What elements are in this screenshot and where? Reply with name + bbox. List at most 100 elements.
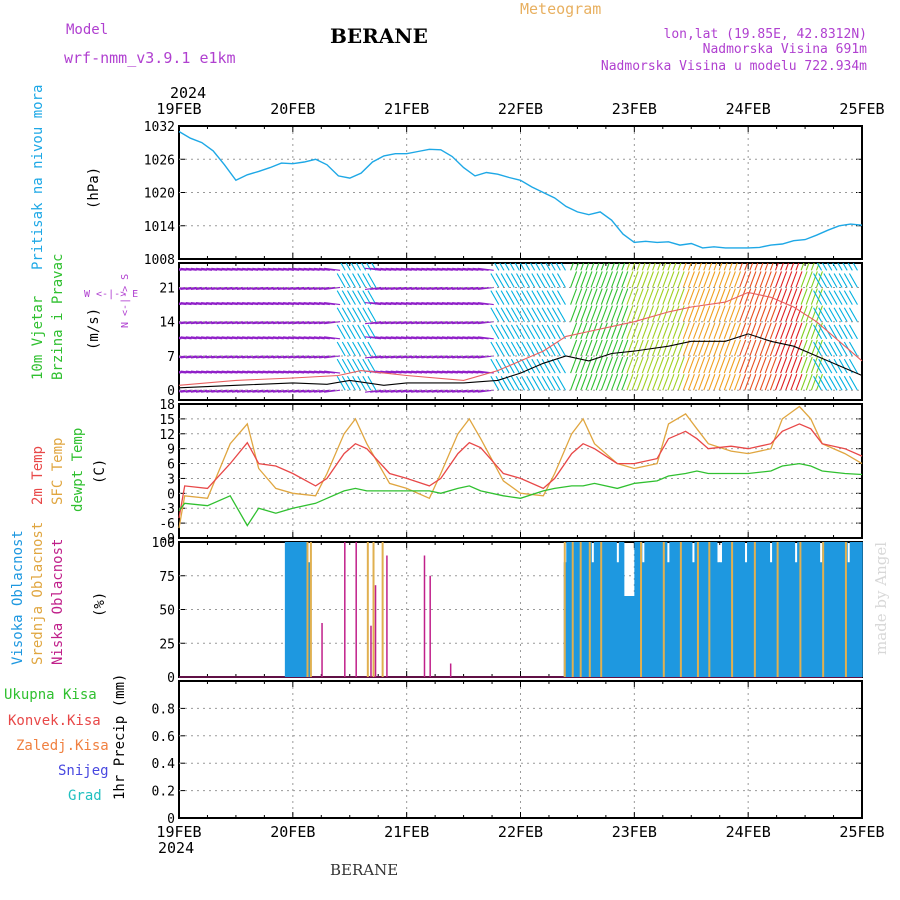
wind-arrow xyxy=(531,290,541,305)
wind-arrow xyxy=(718,322,726,340)
wind-arrow xyxy=(585,374,593,391)
wind-arrow xyxy=(728,305,736,322)
wind-arrow xyxy=(631,263,636,271)
wind-arrow xyxy=(462,370,479,374)
wind-arrow xyxy=(774,374,783,391)
wind-arrow xyxy=(754,374,762,391)
wind-arrow xyxy=(580,288,588,305)
wind-arrow xyxy=(698,305,706,322)
wind-arrow xyxy=(247,302,264,306)
wind-arrow xyxy=(421,321,438,325)
high-cloud-bar xyxy=(757,542,761,677)
y-tick-label: 0.6 xyxy=(152,730,175,745)
high-cloud-bar xyxy=(834,542,838,677)
wind-speed-line xyxy=(178,333,863,389)
wind-arrow xyxy=(441,267,458,271)
wind-arrow xyxy=(395,286,412,291)
wind-arrow xyxy=(457,267,474,271)
wind-arrow xyxy=(805,322,813,340)
wind-arrow xyxy=(411,267,428,271)
wind-arrow xyxy=(211,267,228,271)
wind-arrow xyxy=(641,356,649,374)
high-cloud-bar xyxy=(664,542,668,677)
wind-arrow xyxy=(785,339,793,357)
wind-arrow xyxy=(452,355,469,359)
wind-arrow xyxy=(288,336,305,340)
wind-arrow xyxy=(206,286,223,291)
wind-arrow xyxy=(718,356,726,374)
wind-arrow xyxy=(662,305,670,322)
wind-arrow xyxy=(180,321,197,325)
wind-arrow xyxy=(843,290,853,305)
wind-arrow xyxy=(395,321,412,325)
high-cloud-bar xyxy=(299,542,303,677)
wind-arrow xyxy=(828,324,838,340)
wind-arrow xyxy=(516,358,525,374)
high-cloud-bar xyxy=(618,542,622,677)
wind-arrow xyxy=(536,307,546,322)
wind-arrow xyxy=(242,267,259,271)
wind-arrow xyxy=(221,302,238,306)
wind-arrow xyxy=(616,288,624,305)
wind-arrow xyxy=(718,271,726,288)
wind-arrow xyxy=(336,273,346,288)
wind-arrow xyxy=(293,267,310,271)
high-cloud-bar xyxy=(732,542,736,677)
wind-arrow xyxy=(595,305,603,322)
wind-arrow xyxy=(556,375,566,391)
wind-arrow xyxy=(185,370,202,374)
wind-arrow xyxy=(810,339,818,357)
wind-arrow xyxy=(541,273,551,288)
wind-arrow xyxy=(848,273,858,288)
wind-arrow xyxy=(575,322,583,340)
wind-arrow xyxy=(560,263,566,271)
wind-arrow xyxy=(698,374,706,391)
wind-arrow xyxy=(774,356,783,374)
wind-arrow xyxy=(590,305,598,322)
wind-arrow xyxy=(357,324,367,340)
wind-arrow xyxy=(521,341,531,357)
wind-arrow xyxy=(546,290,556,305)
wind-arrow xyxy=(531,273,541,288)
wind-arrow xyxy=(764,374,772,391)
wind-arrow xyxy=(713,374,721,391)
wind-arrow xyxy=(546,307,556,322)
wind-arrow xyxy=(580,374,588,391)
wind-arrow xyxy=(362,307,372,322)
wind-arrow xyxy=(800,322,808,340)
wind-arrow xyxy=(446,336,464,340)
wind-arrow xyxy=(800,356,808,374)
wind-arrow xyxy=(662,322,670,340)
wind-arrow xyxy=(180,336,197,340)
wind-arrow xyxy=(848,358,858,374)
wind-arrow xyxy=(790,288,798,305)
y-tick-label: 0 xyxy=(167,487,175,502)
wind-arrow xyxy=(211,355,228,359)
wind-arrow xyxy=(367,307,377,322)
wind-arrow xyxy=(500,273,510,288)
mid-cloud-bar xyxy=(696,542,699,677)
wind-arrow xyxy=(324,267,341,271)
wind-arrow xyxy=(495,341,505,357)
temp-sfc-ylabel: SFC Temp xyxy=(50,438,66,505)
high-cloud-bar xyxy=(767,542,771,677)
wind-arrow xyxy=(795,271,803,288)
y-tick-label: 1026 xyxy=(144,153,175,168)
wind-arrow xyxy=(516,273,525,288)
wind-arrow xyxy=(179,286,192,290)
wind-arrow xyxy=(570,356,578,374)
high-cloud-bar xyxy=(674,542,678,677)
wind-arrow xyxy=(815,271,823,288)
wind-arrow xyxy=(395,370,412,374)
wind-arrow xyxy=(346,324,356,340)
wind-arrow xyxy=(272,302,289,306)
high-cloud-bar xyxy=(681,542,685,677)
wind-arrow xyxy=(405,370,423,374)
wind-arrow xyxy=(631,374,639,391)
mid-cloud-bar xyxy=(309,542,312,677)
wind-arrow xyxy=(545,263,551,271)
time-label-bottom: 22FEB xyxy=(498,823,543,841)
wind-arrow xyxy=(652,288,660,305)
wind-arrow xyxy=(828,290,838,305)
wind-arrow xyxy=(357,290,367,305)
